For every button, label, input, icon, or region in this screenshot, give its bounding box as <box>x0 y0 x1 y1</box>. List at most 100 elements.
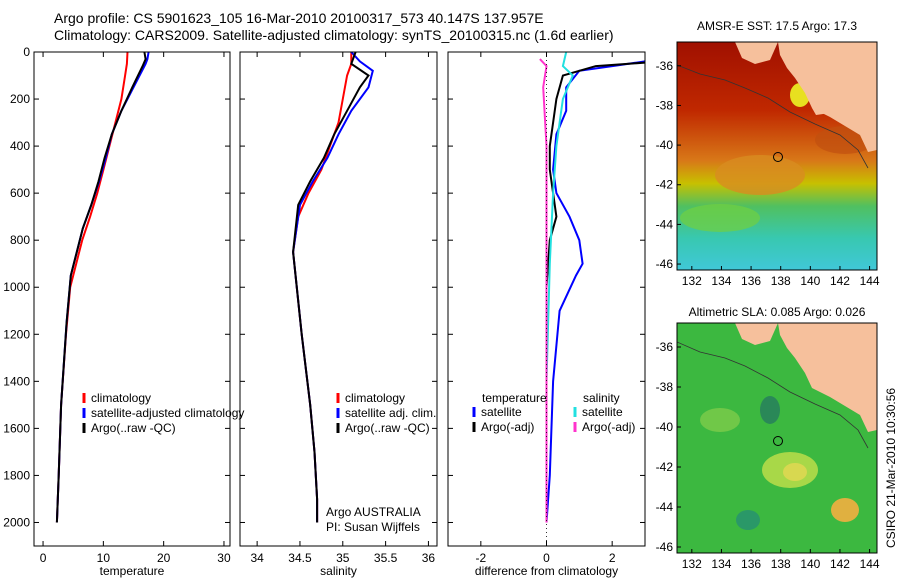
map-x-tick-label: 144 <box>860 557 880 571</box>
map-x-tick-label: 136 <box>741 274 761 288</box>
map-y-tick-label: -46 <box>656 257 674 271</box>
y-tick-label: 600 <box>10 186 30 200</box>
series-line-satellite <box>545 60 646 523</box>
sst-land-gulf <box>735 42 778 64</box>
series-line-climatology <box>292 52 353 523</box>
legend-entry-label: Argo(-adj) <box>481 420 534 434</box>
sla-argo-marker <box>773 436 783 446</box>
header-line-2: Climatology: CARS2009. Satellite-adjuste… <box>54 27 614 43</box>
legend-group-title: salinity <box>583 391 620 405</box>
map-x-tick-label: 142 <box>830 557 850 571</box>
map-x-tick-label: 136 <box>741 557 761 571</box>
profile-panel-1: 0 10 20 30 0 200 400 600 800 1000 1200 1400 1600 1800… <box>3 45 231 578</box>
map-x-tick-label: 134 <box>711 274 731 288</box>
series-line-argo-adj- <box>545 61 646 523</box>
y-tick-label: 200 <box>10 92 30 106</box>
map-y-tick-label: -44 <box>656 217 674 231</box>
sst-land <box>778 42 877 152</box>
series-line-argo-adj- <box>539 58 548 523</box>
profile-panel-2: 34 34.5 35 35.5 36 salinity <box>239 51 438 578</box>
y-tick-label: 1000 <box>3 280 30 294</box>
legend-difference-panel: temperature salinitysatelliteArgo(-adj)sa… <box>472 391 635 434</box>
sst-map-frame <box>676 41 878 271</box>
y-tick-label: 1800 <box>3 468 30 482</box>
x-axis-label: difference from climatology <box>475 564 618 578</box>
y-tick-label: 1200 <box>3 327 30 341</box>
sst-kangaroo-island <box>812 106 830 115</box>
map-x-tick-label: 144 <box>860 274 880 288</box>
legend-entry-label: climatology <box>345 391 405 405</box>
legend-entry-label: Argo(..raw -QC) <box>345 421 430 435</box>
panel-frame <box>239 51 438 547</box>
x-tick-label: 35.5 <box>374 551 398 565</box>
float-attribution: PI: Susan Wijffels <box>326 520 420 534</box>
map-y-tick-label: -42 <box>656 178 674 192</box>
sst-argo-marker <box>773 152 783 162</box>
sla-negative-patch <box>736 510 760 530</box>
sla-map-frame <box>676 322 878 554</box>
header-line-1: Argo profile: CS 5901623_105 16-Mar-2010… <box>54 10 544 26</box>
legend-entry-label: satellite <box>481 405 522 419</box>
panel-frame <box>33 51 231 547</box>
x-axis-label: salinity <box>320 564 357 578</box>
legend-entry-label: Argo(..raw -QC) <box>91 421 176 435</box>
map-y-tick-label: -46 <box>656 540 674 554</box>
y-tick-label: 1400 <box>3 374 30 388</box>
sla-land <box>778 323 877 432</box>
y-tick-label: 0 <box>23 45 30 59</box>
sla-land-gulf <box>735 323 778 345</box>
map-x-tick-label: 140 <box>800 274 820 288</box>
sla-negative-patch <box>760 396 780 424</box>
x-tick-label: 2 <box>609 551 616 565</box>
legend-group-title: temperature <box>482 391 547 405</box>
figure-header: Argo profile: CS 5901623_105 16-Mar-2010… <box>54 10 674 44</box>
map-x-tick-label: 132 <box>682 557 702 571</box>
sla-map-axes: 132 134 136 138 140 142 144 -36 -38 -40 -42 -44 -46 <box>656 340 880 571</box>
sst-map-title: AMSR-E SST: 17.5 Argo: 17.3 <box>697 19 857 33</box>
sst-map: AMSR-E SST: 17.5 Argo: 17.3 132 134 136 138… <box>656 19 880 288</box>
x-axis-label: temperature <box>100 564 165 578</box>
legend-entry-label: climatology <box>91 391 151 405</box>
series-line-satellite-adj-clim- <box>292 51 374 523</box>
sst-map-axes: 132 134 136 138 140 142 144 -36 -38 -40 -42 -44 -46 <box>656 59 880 288</box>
x-tick-label: 0 <box>40 551 47 565</box>
map-y-tick-label: -38 <box>656 98 674 112</box>
sla-map: Altimetric SLA: 0.085 Argo: 0.026 132 134… <box>656 305 880 571</box>
legend-entry-label: Argo(-adj) <box>582 420 635 434</box>
map-x-tick-label: 142 <box>830 274 850 288</box>
timestamp-stamp: CSIRO 21-Mar-2010 10:30:56 <box>884 387 898 548</box>
map-y-tick-label: -36 <box>656 59 674 73</box>
map-x-tick-label: 134 <box>711 557 731 571</box>
legend-entry-label: satellite <box>582 405 623 419</box>
map-x-tick-label: 132 <box>682 274 702 288</box>
y-tick-label: 1600 <box>3 421 30 435</box>
map-y-tick-label: -40 <box>656 420 674 434</box>
map-x-tick-label: 140 <box>800 557 820 571</box>
map-y-tick-label: -40 <box>656 138 674 152</box>
sla-map-title: Altimetric SLA: 0.085 Argo: 0.026 <box>689 305 866 319</box>
x-tick-label: 0 <box>543 551 550 565</box>
map-y-tick-label: -38 <box>656 380 674 394</box>
map-x-tick-label: 138 <box>771 274 791 288</box>
x-tick-label: 30 <box>217 551 231 565</box>
series-line-argo-raw-qc- <box>292 51 370 523</box>
shelf-contour <box>677 64 869 169</box>
sst-cool-patch <box>680 204 760 232</box>
map-y-tick-label: -42 <box>656 460 674 474</box>
series-line-satellite <box>545 51 574 523</box>
sst-warm-patch <box>715 155 805 195</box>
y-tick-label: 400 <box>10 139 30 153</box>
x-tick-label: 36 <box>422 551 436 565</box>
series-line-argo-raw-qc- <box>55 51 147 523</box>
x-tick-label: 10 <box>97 551 111 565</box>
x-tick-label: 34.5 <box>288 551 312 565</box>
sla-positive-patch <box>700 408 740 432</box>
x-tick-label: 34 <box>250 551 264 565</box>
map-y-tick-label: -36 <box>656 340 674 354</box>
float-attribution: Argo AUSTRALIA <box>326 505 421 519</box>
x-tick-label: 35 <box>336 551 350 565</box>
